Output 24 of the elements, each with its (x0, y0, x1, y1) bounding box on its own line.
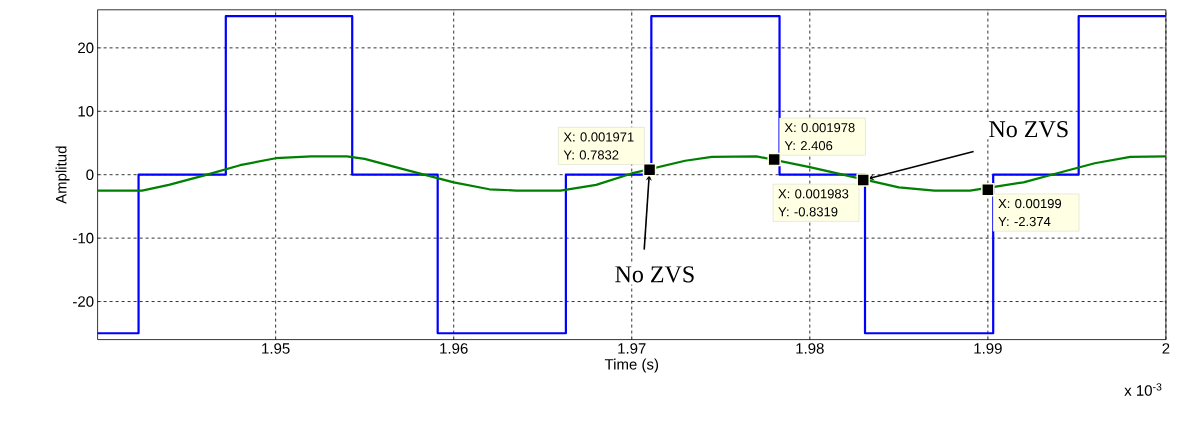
point (642, 162, 657, 177)
y-tick-label: 10 (78, 105, 94, 117)
x-tick-label: 1.96 (440, 343, 468, 354)
y-tick-label: 20 (78, 42, 94, 54)
annotation: No ZVS (989, 121, 1068, 138)
x-tick-label: 1.99 (974, 343, 1002, 354)
annotation: No ZVS (615, 266, 694, 283)
annotation: X: 0.00199 Y: -2.374 (998, 198, 1062, 227)
x-axis-title: Time (s) (604, 358, 659, 373)
y-tick-label: -10 (73, 232, 94, 244)
x-tick-label: 1.97 (618, 343, 646, 354)
y-tick-label: -20 (73, 296, 94, 307)
y-axis-title: Amplitud (55, 146, 70, 204)
annotation: X: 0.001978 Y: 2.406 (784, 123, 855, 151)
point (767, 152, 781, 167)
annotation: X: 0.001983 Y: -0.8319 (778, 189, 849, 217)
x-tick-label: 2 (1162, 343, 1170, 354)
point (981, 183, 995, 197)
x-tick-label: 1.98 (796, 343, 824, 354)
annotation: X: 0.001971 Y: 0.7832 (563, 132, 634, 160)
y-tick-label: 0 (86, 169, 94, 181)
text: x 10$^{-3}$ (1124, 383, 1162, 396)
x-tick-label: 1.95 (262, 343, 290, 354)
point (856, 173, 870, 187)
